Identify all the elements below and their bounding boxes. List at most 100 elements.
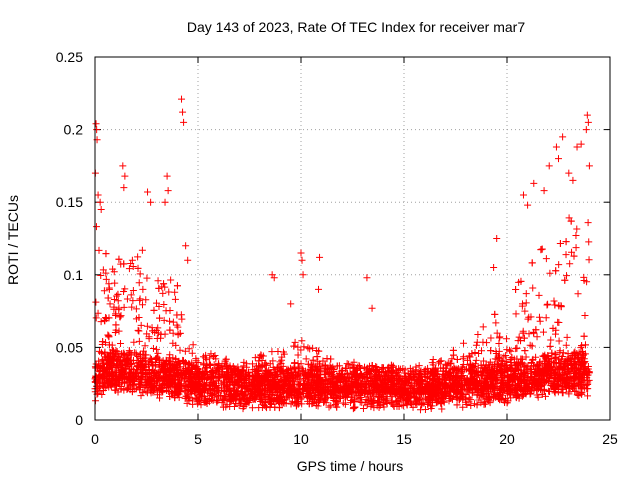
data-point (95, 246, 103, 254)
data-point (585, 238, 593, 246)
data-point (143, 274, 151, 282)
data-point (566, 260, 574, 268)
data-point (551, 358, 559, 366)
data-point (137, 321, 145, 329)
data-point (159, 289, 167, 297)
data-point (453, 356, 461, 364)
data-point (584, 392, 592, 400)
data-point (542, 255, 550, 263)
data-point (550, 297, 558, 305)
data-point (137, 392, 145, 400)
data-point (106, 300, 114, 308)
data-point (162, 307, 170, 315)
data-point (551, 301, 559, 309)
data-point (169, 318, 177, 326)
data-point (143, 322, 151, 330)
data-point (120, 260, 128, 268)
data-point (561, 276, 569, 284)
data-point (555, 337, 563, 345)
data-point (136, 295, 144, 303)
data-point (472, 356, 480, 364)
data-point (572, 244, 580, 252)
data-point (169, 329, 177, 337)
data-point (528, 259, 536, 267)
data-point (529, 284, 537, 292)
data-point (139, 285, 147, 293)
data-point (255, 404, 263, 412)
data-point (117, 340, 125, 348)
data-point (269, 357, 277, 365)
data-point (104, 331, 112, 339)
data-point (92, 397, 100, 405)
data-point (400, 369, 408, 377)
data-point (584, 219, 592, 227)
data-point (568, 248, 576, 256)
data-point (492, 319, 500, 327)
data-point (135, 337, 143, 345)
data-point (539, 328, 547, 336)
data-point (97, 318, 105, 326)
data-point (582, 382, 590, 390)
data-point (521, 307, 529, 315)
data-point (502, 335, 510, 343)
data-point (127, 291, 135, 299)
grid-lines (95, 57, 610, 420)
data-point (479, 323, 487, 331)
data-point (460, 339, 468, 347)
data-point (150, 306, 158, 314)
data-point (544, 300, 552, 308)
data-point (359, 404, 367, 412)
data-point (176, 346, 184, 354)
data-point (533, 333, 541, 341)
data-point (160, 280, 168, 288)
data-point (134, 253, 142, 261)
data-point (94, 309, 102, 317)
data-point (495, 340, 503, 348)
data-point (135, 279, 143, 287)
data-point (573, 225, 581, 233)
data-point (149, 344, 157, 352)
data-point (123, 295, 131, 303)
data-point (349, 405, 357, 413)
data-point (574, 290, 582, 298)
data-point (138, 246, 146, 254)
data-point (105, 333, 113, 341)
data-point (266, 403, 274, 411)
data-point (415, 362, 423, 370)
data-point (429, 355, 437, 363)
data-point (298, 337, 306, 345)
data-point (554, 318, 562, 326)
data-point (276, 358, 284, 366)
data-point (100, 287, 108, 295)
data-point (536, 317, 544, 325)
data-point (142, 296, 150, 304)
data-point (493, 329, 501, 337)
data-point (500, 353, 508, 361)
data-point (542, 314, 550, 322)
data-point (134, 326, 142, 334)
data-point (172, 341, 180, 349)
data-point (563, 333, 571, 341)
data-point (345, 360, 353, 368)
data-point (189, 341, 197, 349)
data-point (479, 338, 487, 346)
data-point (538, 245, 546, 253)
data-point (448, 355, 456, 363)
data-point (474, 330, 482, 338)
data-point (128, 303, 136, 311)
data-point (290, 342, 298, 350)
data-point (562, 341, 570, 349)
data-point (92, 314, 100, 322)
data-point (98, 390, 106, 398)
data-point (153, 335, 161, 343)
data-point (580, 332, 588, 340)
data-point (295, 363, 303, 371)
data-point (165, 288, 173, 296)
data-point (114, 297, 122, 305)
data-point (188, 349, 196, 357)
data-point (471, 349, 479, 357)
data-point (146, 354, 154, 362)
data-points (91, 95, 593, 414)
data-point (181, 347, 189, 355)
